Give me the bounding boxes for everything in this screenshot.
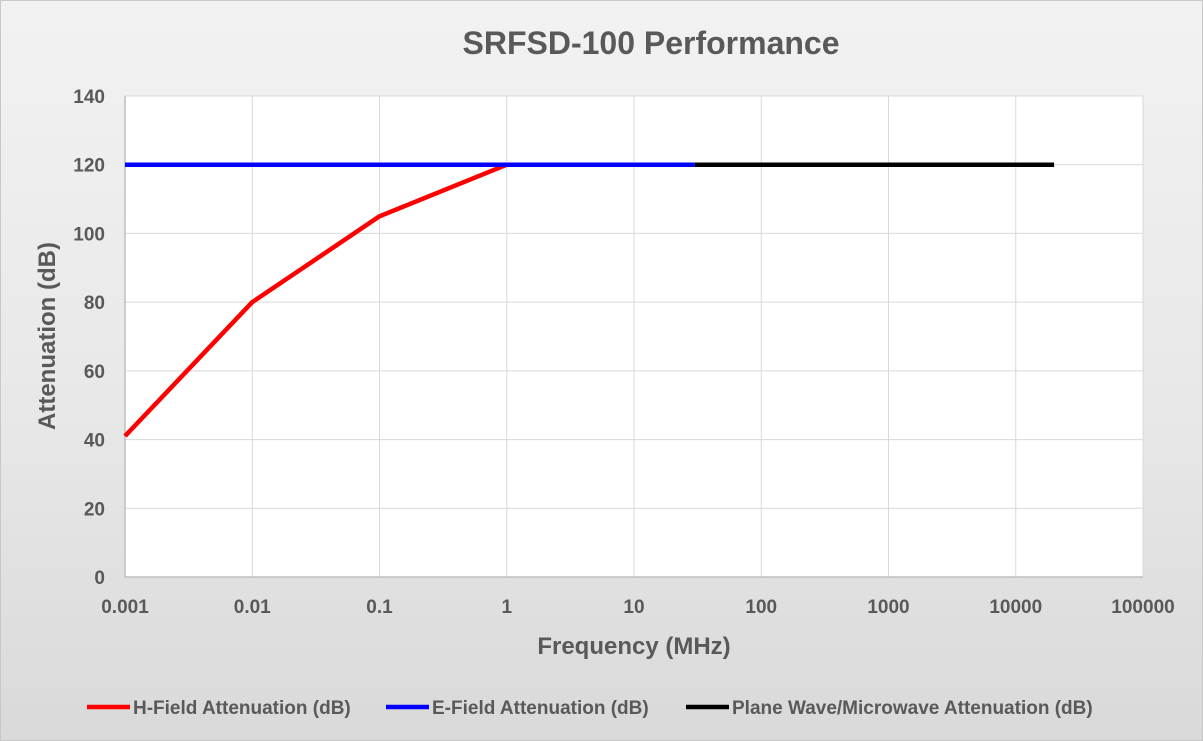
x-tick-label: 0.001 xyxy=(101,597,149,618)
chart-title: SRFSD-100 Performance xyxy=(462,25,839,61)
x-tick-label: 10000 xyxy=(989,597,1042,618)
tick-labels: 0 20 40 60 80 100 120 140 0.001 0.01 0.1 1 10 100 1000… xyxy=(73,87,1174,618)
x-tick-label: 1000 xyxy=(867,597,909,618)
x-axis-title: Frequency (MHz) xyxy=(537,633,730,660)
x-tick-label: 100 xyxy=(745,597,777,618)
series-lines xyxy=(123,162,1055,438)
legend-label-0: H-Field Attenuation (dB) xyxy=(133,698,351,719)
x-tick-label: 1 xyxy=(501,597,512,618)
legend-label-1: E-Field Attenuation (dB) xyxy=(432,698,649,719)
y-tick-label: 100 xyxy=(73,224,105,245)
y-tick-label: 80 xyxy=(84,293,105,314)
grid-lines xyxy=(124,95,1144,578)
x-tick-label: 0.1 xyxy=(366,597,393,618)
x-tick-label: 100000 xyxy=(1111,597,1174,618)
y-tick-label: 120 xyxy=(73,156,105,177)
y-axis-title: Attenuation (dB) xyxy=(34,242,61,430)
y-tick-label: 0 xyxy=(94,568,105,589)
x-tick-label: 10 xyxy=(623,597,644,618)
series-line-0 xyxy=(123,162,508,438)
y-tick-label: 40 xyxy=(84,431,105,452)
y-tick-label: 60 xyxy=(84,362,105,383)
legend-label-2: Plane Wave/Microwave Attenuation (dB) xyxy=(732,698,1093,719)
legend: H-Field Attenuation (dB) E-Field Attenuat… xyxy=(87,698,1093,719)
x-tick-label: 0.01 xyxy=(234,597,271,618)
y-tick-label: 20 xyxy=(84,499,105,520)
y-tick-label: 140 xyxy=(73,87,105,108)
